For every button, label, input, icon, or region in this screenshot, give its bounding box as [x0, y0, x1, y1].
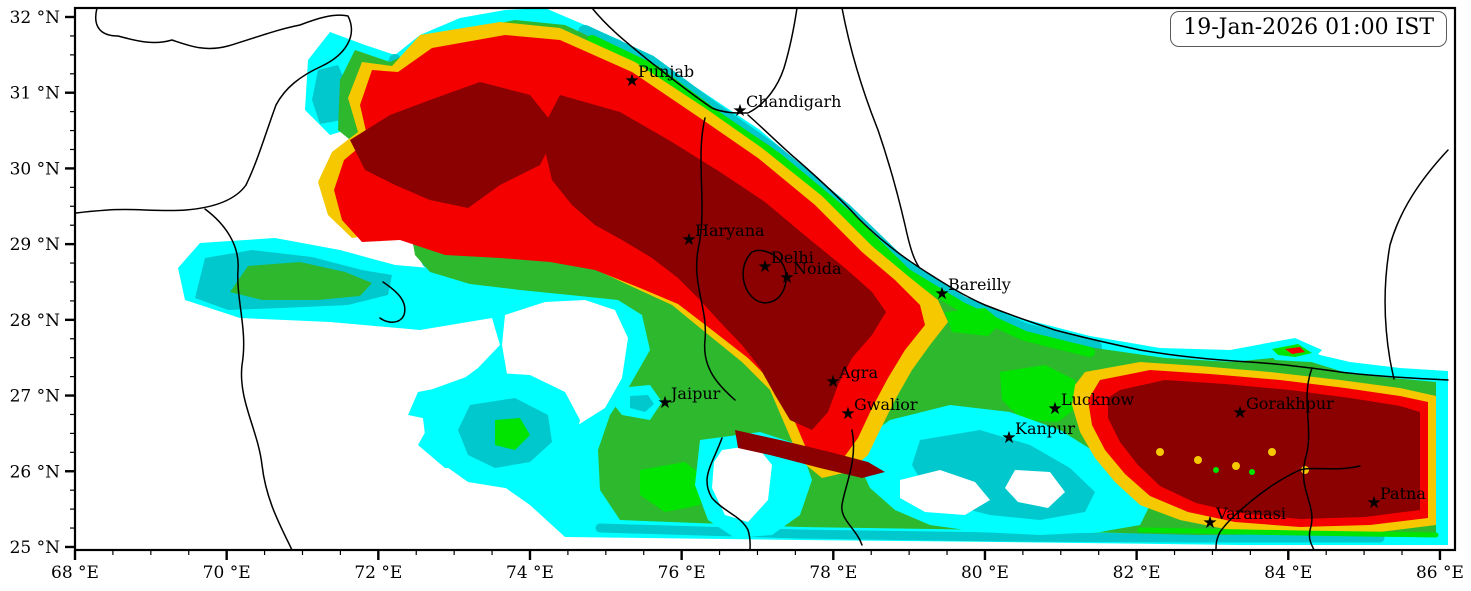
border-foothills: [747, 114, 1449, 381]
y-tick-label: 28 °N: [10, 311, 61, 331]
fill-speck-chain: [1156, 448, 1309, 475]
city-star-varanasi: ★: [1202, 513, 1217, 533]
city-label-noida: Noida: [793, 259, 842, 278]
border-haryana-up: [695, 117, 736, 401]
x-tick-label: 72 °E: [354, 563, 402, 583]
band-lime-southeast-edge: [1137, 527, 1439, 538]
x-tick-label: 74 °E: [506, 563, 554, 583]
y-tick-label: 25 °N: [10, 538, 61, 558]
city-star-haryana: ★: [681, 230, 696, 250]
city-label-gwalior: Gwalior: [854, 395, 918, 414]
border-west: [204, 208, 293, 550]
x-tick-label: 82 °E: [1113, 563, 1161, 583]
fill-darkred-gwalior-streak: [735, 430, 885, 478]
city-label-bareilly: Bareilly: [948, 275, 1011, 294]
fill-green-west-arm-core: [230, 262, 372, 300]
city-star-jaipur: ★: [657, 393, 672, 413]
x-tick-label: 70 °E: [203, 563, 251, 583]
city-star-delhi: ★: [757, 257, 772, 277]
city-label-gorakhpur: Gorakhpur: [1246, 394, 1334, 413]
city-label-kanpur: Kanpur: [1015, 419, 1075, 438]
y-tick-label: 27 °N: [10, 387, 61, 407]
axis-tick-labels: 68 °E 70 °E 72 °E 74 °E 76 °E 78 °E 80 °E 82 °E…: [10, 8, 1464, 583]
y-tick-label: 26 °N: [10, 462, 61, 482]
clear-area-kanpur-1: [900, 470, 990, 515]
city-label-patna: Patna: [1380, 484, 1426, 503]
x-tick-label: 84 °E: [1264, 563, 1312, 583]
city-star-agra: ★: [825, 372, 840, 392]
city-label-delhi: Delhi: [771, 248, 814, 267]
timestamp-text: 19-Jan-2026 01:00 IST: [1183, 15, 1434, 40]
city-star-punjab: ★: [624, 71, 639, 91]
timestamp-box: 19-Jan-2026 01:00 IST: [1170, 11, 1447, 47]
city-star-noida: ★: [779, 268, 794, 288]
border-up-bihar: [1302, 367, 1315, 550]
city-star-lucknow: ★: [1047, 399, 1062, 419]
city-label-varanasi: Varanasi: [1215, 504, 1286, 523]
fill-lime-foothill-patch: [945, 308, 1002, 336]
city-label-jaipur: Jaipur: [669, 384, 721, 403]
city-star-gorakhpur: ★: [1232, 403, 1247, 423]
y-tick-label: 31 °N: [10, 84, 61, 104]
x-tick-label: 76 °E: [658, 563, 706, 583]
city-markers: ★Punjab★Chandigarh★Haryana★Delhi★Noida★B…: [624, 62, 1426, 533]
fill-darkred-southeast: [1108, 380, 1420, 519]
y-tick-label: 30 °N: [10, 159, 61, 179]
border-river-patna: [1215, 465, 1361, 550]
x-tick-label: 68 °E: [51, 563, 99, 583]
border-himachal: [591, 8, 798, 114]
clear-area-kanpur-2: [1005, 470, 1065, 508]
contour-fill-layers: [178, 8, 1448, 545]
boundary-lines: [75, 8, 1449, 550]
border-hill-west: [841, 8, 920, 268]
city-star-patna: ★: [1366, 493, 1381, 513]
city-label-punjab: Punjab: [638, 62, 694, 81]
city-label-agra: Agra: [838, 363, 878, 382]
fill-lime-lucknow: [1000, 365, 1080, 422]
city-label-lucknow: Lucknow: [1061, 390, 1135, 409]
city-star-chandigarh: ★: [732, 101, 747, 121]
fill-darkred-punjab: [350, 82, 558, 208]
fill-nepal-finger-strip: [1262, 338, 1322, 362]
x-tick-label: 86 °E: [1416, 563, 1464, 583]
border-northwest: [75, 8, 353, 214]
border-hill-east: [1384, 149, 1449, 380]
clear-area-south: [712, 445, 772, 522]
plot-frame: [73, 6, 1457, 552]
border-rajasthan-arc: [379, 281, 406, 323]
city-star-kanpur: ★: [1001, 428, 1016, 448]
city-label-chandigarh: Chandigarh: [746, 92, 841, 111]
y-tick-label: 29 °N: [10, 235, 61, 255]
fill-darkred-delhi-up: [545, 95, 886, 430]
x-tick-label: 80 °E: [961, 563, 1009, 583]
x-tick-label: 78 °E: [809, 563, 857, 583]
border-delhi-ring: [742, 249, 787, 304]
fill-lime-south: [640, 462, 708, 512]
fill-lime-jaipur-speck: [495, 418, 530, 450]
band-lime-foothills: [587, 35, 1095, 357]
fill-turquoise-jaipur-star: [630, 395, 654, 412]
city-label-haryana: Haryana: [695, 221, 765, 240]
border-mp-1: [706, 437, 751, 550]
y-tick-label: 32 °N: [10, 8, 61, 28]
city-star-gwalior: ★: [840, 404, 855, 424]
axis-ticks: [65, 15, 1442, 560]
border-mp-2: [841, 429, 863, 546]
city-star-bareilly: ★: [934, 284, 949, 304]
